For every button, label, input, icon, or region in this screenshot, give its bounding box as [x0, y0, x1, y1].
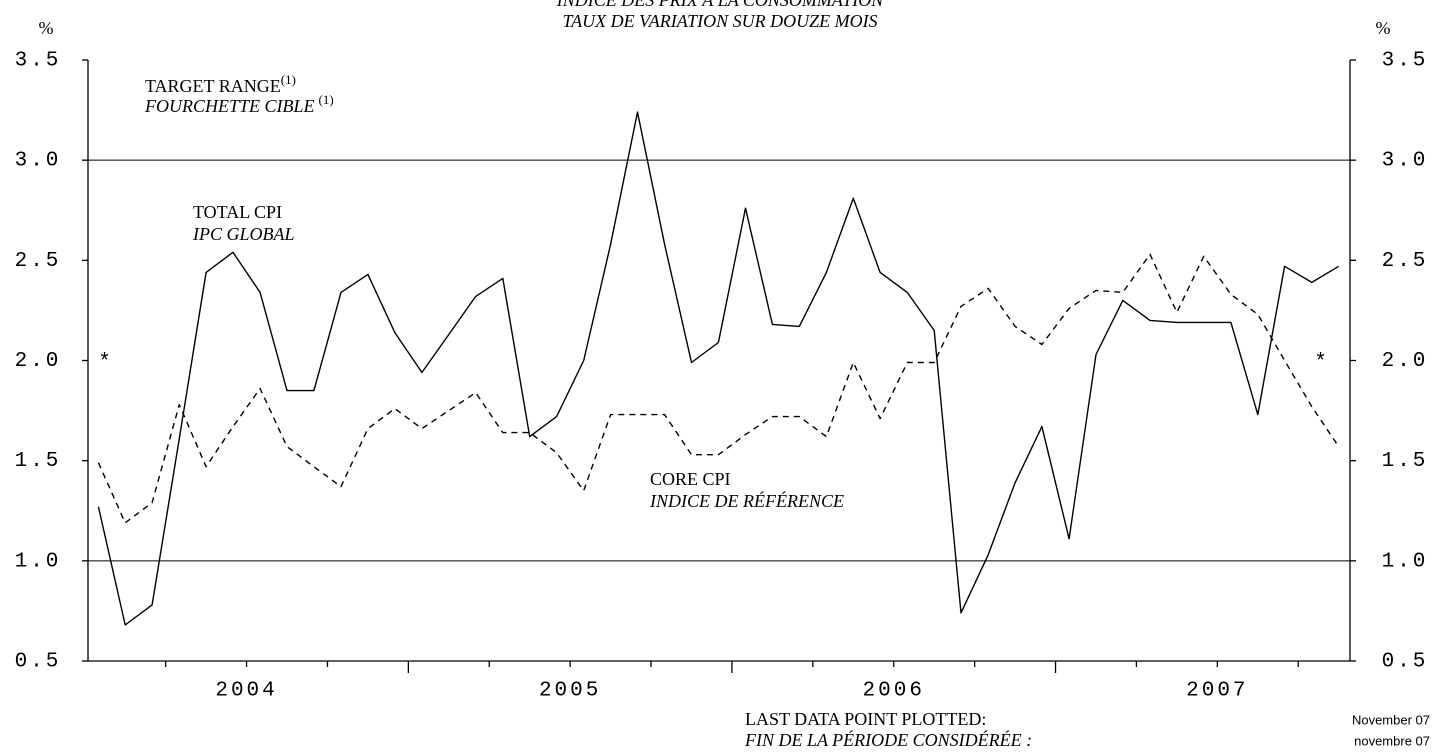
y-tick-label: 2.0 [15, 350, 62, 373]
footer-text: LAST DATA POINT PLOTTED: [745, 709, 986, 729]
series-line [97, 253, 1340, 524]
annotation: FOURCHETTE CIBLE (1) [144, 92, 334, 116]
x-tick-label: 2006 [863, 680, 925, 703]
y-tick-label: 1.0 [15, 550, 62, 573]
annotation-note: (1) [281, 72, 296, 87]
y-tick-label: 2.5 [15, 250, 62, 273]
y2-tick-label: 2.5 [1382, 250, 1429, 273]
y2-axis-label: % [1376, 18, 1391, 38]
x-tick-label: 2007 [1186, 680, 1248, 703]
y-tick-label: 3.5 [15, 50, 62, 73]
footer-text: FIN DE LA PÉRIODE CONSIDÉRÉE : [744, 729, 1032, 750]
series-label: INDICE DE RÉFÉRENCE [649, 490, 844, 511]
x-tick-label: 2005 [539, 680, 601, 703]
y-tick-label: 1.5 [15, 450, 62, 473]
y2-tick-label: 1.0 [1382, 550, 1429, 573]
y2-tick-label: 1.5 [1382, 450, 1429, 473]
annotation: TARGET RANGE(1) [145, 72, 296, 96]
y2-tick-label: 0.5 [1382, 651, 1429, 674]
annotation-note: (1) [319, 92, 334, 107]
asterisk: * [1314, 352, 1330, 375]
y-tick-label: 0.5 [15, 651, 62, 674]
y-axis-label: % [39, 18, 54, 38]
series-label: CORE CPI [650, 469, 731, 489]
series-label: IPC GLOBAL [192, 224, 295, 244]
chart-title: INDICE DES PRIX À LA CONSOMMATION [556, 0, 884, 10]
y2-tick-label: 3.0 [1382, 150, 1429, 173]
chart-subtitle: TAUX DE VARIATION SUR DOUZE MOIS [562, 11, 877, 31]
series-label: TOTAL CPI [193, 202, 282, 222]
asterisk: * [98, 352, 114, 375]
y-tick-label: 3.0 [15, 150, 62, 173]
footer-date: novembre 07 [1354, 733, 1430, 748]
annotation-text: TARGET RANGE [145, 76, 281, 96]
series-line [97, 111, 1340, 626]
y2-tick-label: 2.0 [1382, 350, 1429, 373]
annotation-text: FOURCHETTE CIBLE [144, 96, 315, 116]
y2-tick-label: 3.5 [1382, 50, 1429, 73]
x-tick-label: 2004 [215, 680, 277, 703]
footer-date: November 07 [1352, 712, 1430, 727]
